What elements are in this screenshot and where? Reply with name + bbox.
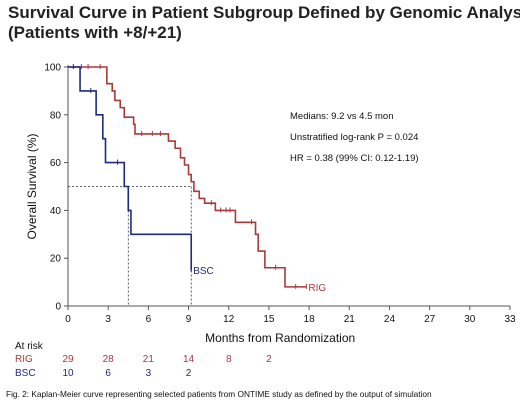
x-tick-label: 33 bbox=[504, 314, 516, 325]
x-tick-label: 18 bbox=[304, 314, 316, 325]
y-tick-label: 80 bbox=[50, 110, 62, 121]
x-tick-label: 9 bbox=[186, 314, 192, 325]
at-risk-count-rig: 21 bbox=[143, 354, 155, 365]
y-tick-label: 100 bbox=[44, 63, 61, 74]
survival-curve-bsc bbox=[68, 66, 193, 271]
curve-label-rig: RIG bbox=[308, 283, 326, 294]
x-tick-label: 3 bbox=[105, 314, 111, 325]
x-tick-label: 30 bbox=[464, 314, 476, 325]
figure-caption: Fig. 2: Kaplan-Meier curve representing … bbox=[6, 389, 432, 399]
y-tick-label: 40 bbox=[50, 206, 62, 217]
x-tick-label: 21 bbox=[344, 314, 356, 325]
at-risk-count-rig: 8 bbox=[226, 354, 232, 365]
at-risk-count-rig: 29 bbox=[62, 354, 74, 365]
y-tick-label: 60 bbox=[50, 158, 62, 169]
curve-label-bsc: BSC bbox=[193, 266, 214, 277]
chart-title: Survival Curve in Patient Subgroup Defin… bbox=[8, 3, 520, 43]
y-tick-label: 0 bbox=[55, 302, 61, 313]
at-risk-count-rig: 2 bbox=[266, 354, 272, 365]
x-tick-label: 15 bbox=[263, 314, 275, 325]
survival-curve-rig bbox=[68, 66, 307, 288]
stat-annotation: Unstratified log-rank P = 0.024 bbox=[290, 132, 418, 143]
at-risk-count-bsc: 6 bbox=[105, 368, 111, 379]
at-risk-heading: At risk bbox=[15, 341, 44, 352]
at-risk-row-label-bsc: BSC bbox=[15, 368, 36, 379]
at-risk-count-rig: 14 bbox=[183, 354, 195, 365]
chart-title-line-1: Survival Curve in Patient Subgroup Defin… bbox=[8, 3, 520, 22]
at-risk-count-bsc: 2 bbox=[186, 368, 192, 379]
y-axis-label: Overall Survival (%) bbox=[25, 133, 39, 239]
x-tick-label: 27 bbox=[424, 314, 436, 325]
stat-annotation: HR = 0.38 (99% CI: 0.12-1.19) bbox=[290, 153, 419, 164]
kaplan-meier-chart: 0 20 40 60 80 100 0 3 6 9 12 15 18 21 24 27 30 33 Months f… bbox=[15, 63, 516, 380]
at-risk-count-bsc: 10 bbox=[62, 368, 74, 379]
x-tick-label: 0 bbox=[65, 314, 71, 325]
stat-annotation: Medians: 9.2 vs 4.5 mon bbox=[290, 111, 394, 122]
x-tick-label: 24 bbox=[384, 314, 396, 325]
at-risk-count-rig: 28 bbox=[103, 354, 115, 365]
x-tick-label: 12 bbox=[223, 314, 235, 325]
at-risk-row-label-rig: RIG bbox=[15, 354, 33, 365]
y-tick-label: 20 bbox=[50, 254, 62, 265]
at-risk-count-bsc: 3 bbox=[146, 368, 152, 379]
x-tick-label: 6 bbox=[146, 314, 152, 325]
x-axis-label: Months from Randomization bbox=[205, 331, 355, 345]
chart-title-line-2: (Patients with +8/+21) bbox=[8, 23, 182, 42]
